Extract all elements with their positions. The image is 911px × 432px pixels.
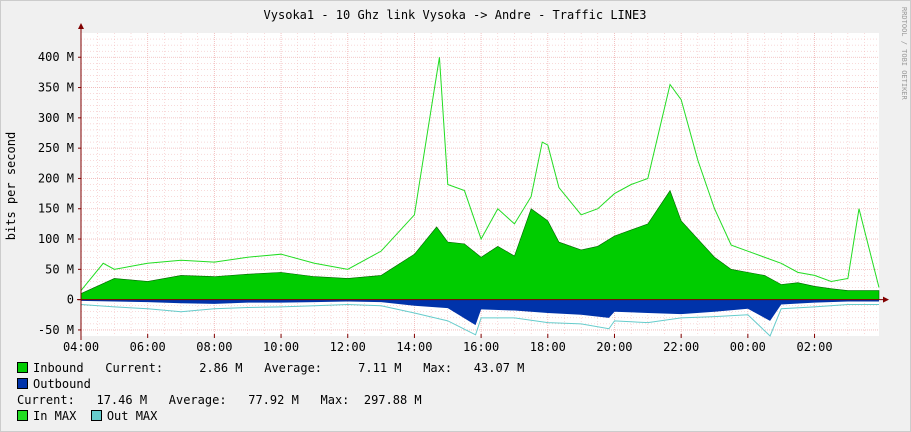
average-label: Average:: [168, 393, 227, 407]
y-tick-label: 300 M: [38, 111, 74, 125]
x-tick-label: 08:00: [196, 340, 232, 354]
y-tick-label: 150 M: [38, 202, 74, 216]
y-tick-label: 200 M: [38, 171, 74, 185]
series: [80, 57, 880, 337]
inbound-swatch: [17, 362, 28, 373]
x-tick-label: 06:00: [130, 340, 166, 354]
x-tick-label: 14:00: [396, 340, 432, 354]
outbound-swatch: [17, 378, 28, 389]
x-tick-label: 12:00: [330, 340, 366, 354]
in-max-swatch: [17, 410, 28, 421]
legend-inbound: Inbound Current: 2.86 M Average: 7.11 M …: [17, 360, 524, 376]
x-tick-label: 20:00: [596, 340, 632, 354]
out-max-label: Out MAX: [106, 409, 158, 423]
x-tick-label: 02:00: [796, 340, 832, 354]
max-label: Max:: [320, 393, 350, 407]
y-tick-label: 100 M: [38, 232, 74, 246]
y-tick-label: 350 M: [38, 81, 74, 95]
outbound-current: 17.46 M: [96, 393, 148, 407]
watermark: RRDTOOL / TOBI OETIKER: [900, 7, 908, 101]
x-tick-label: 16:00: [463, 340, 499, 354]
y-tick-label: 250 M: [38, 141, 74, 155]
x-axis-arrow: [883, 296, 889, 303]
y-tick-label: 50 M: [45, 262, 74, 276]
average-label: Average:: [264, 361, 323, 375]
y-tick-label: 400 M: [38, 50, 74, 64]
outbound-label: Outbound: [33, 377, 91, 391]
outbound-area: [81, 299, 879, 326]
legend-outbound: Outbound: [17, 376, 91, 392]
inbound-label: Inbound: [33, 361, 84, 375]
x-tick-label: 18:00: [530, 340, 566, 354]
current-label: Current:: [105, 361, 164, 375]
y-tick-label: 0: [67, 293, 74, 307]
inbound-current: 2.86 M: [199, 361, 243, 375]
y-tick-label: -50 M: [38, 323, 74, 337]
inbound-area: [80, 189, 880, 300]
x-tick-label: 10:00: [263, 340, 299, 354]
current-label: Current:: [17, 393, 75, 407]
outbound-max: 297.88 M: [363, 393, 422, 407]
chart-title: Vysoka1 - 10 Ghz link Vysoka -> Andre - …: [264, 8, 647, 22]
max-label: Max:: [423, 361, 453, 375]
out-max-swatch: [90, 410, 102, 421]
legend-outbound-stats: Current: 17.46 M Average: 77.92 M Max: 2…: [17, 392, 422, 408]
in-max-label: In MAX: [33, 409, 77, 423]
out-max-line: [80, 303, 879, 337]
x-tick-label: 04:00: [63, 340, 99, 354]
x-tick-label: 22:00: [663, 340, 699, 354]
in-max-line: [80, 57, 880, 291]
outbound-average: 77.92 M: [248, 393, 299, 407]
inbound-average: 7.11 M: [358, 361, 402, 375]
y-axis-label: bits per second: [4, 132, 18, 240]
inbound-max: 43.07 M: [473, 361, 525, 375]
y-axis-arrow: [78, 23, 84, 29]
legend-max: In MAX Out MAX: [17, 408, 157, 424]
x-tick-label: 00:00: [730, 340, 766, 354]
